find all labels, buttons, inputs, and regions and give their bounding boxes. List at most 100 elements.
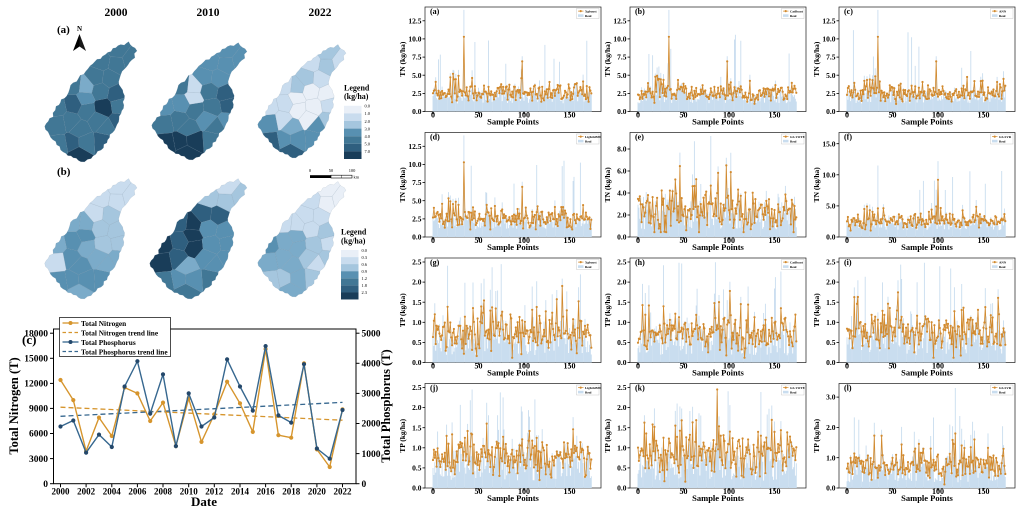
- svg-text:2.5: 2.5: [826, 258, 836, 267]
- svg-text:50: 50: [475, 487, 483, 496]
- svg-text:150: 150: [564, 111, 576, 120]
- svg-text:Legend: Legend: [341, 228, 367, 237]
- svg-text:GS-VOTE: GS-VOTE: [790, 135, 806, 139]
- svg-text:0.0: 0.0: [365, 104, 371, 109]
- svg-text:TP (kg/ha): TP (kg/ha): [812, 293, 821, 327]
- svg-text:3000: 3000: [362, 390, 381, 400]
- svg-text:150: 150: [769, 111, 781, 120]
- svg-text:100: 100: [518, 487, 530, 496]
- svg-text:150: 150: [769, 362, 781, 371]
- svg-text:Total Nitrogen: Total Nitrogen: [81, 319, 126, 328]
- svg-text:4.0: 4.0: [365, 134, 371, 139]
- svg-text:Sample Points: Sample Points: [901, 368, 953, 378]
- svg-text:Sample Points: Sample Points: [901, 117, 953, 127]
- svg-text:2.0: 2.0: [365, 119, 371, 124]
- svg-text:2.0: 2.0: [617, 278, 627, 287]
- svg-text:50: 50: [475, 236, 483, 245]
- svg-text:Real: Real: [999, 265, 1005, 269]
- svg-text:1.0: 1.0: [412, 443, 422, 452]
- svg-text:2.0: 2.0: [412, 403, 422, 412]
- svg-text:5.0: 5.0: [826, 71, 836, 80]
- svg-text:(a): (a): [430, 7, 440, 16]
- svg-text:2.5: 2.5: [412, 258, 422, 267]
- svg-text:1.0: 1.0: [412, 318, 422, 327]
- svg-text:0.0: 0.0: [412, 233, 422, 242]
- svg-text:(l): (l): [844, 384, 852, 393]
- svg-text:1.0: 1.0: [617, 443, 627, 452]
- svg-text:100: 100: [932, 111, 944, 120]
- svg-text:12.5: 12.5: [822, 16, 835, 25]
- svg-text:Total Phosphorus: Total Phosphorus: [81, 338, 136, 347]
- svg-text:Sample Points: Sample Points: [692, 242, 744, 252]
- svg-text:1.5: 1.5: [617, 423, 627, 432]
- svg-text:Real: Real: [585, 265, 591, 269]
- svg-text:1.2: 1.2: [362, 276, 368, 281]
- svg-text:100: 100: [518, 111, 530, 120]
- svg-text:0.0: 0.0: [617, 233, 627, 242]
- svg-text:50: 50: [329, 168, 334, 173]
- svg-text:ANN: ANN: [999, 260, 1007, 264]
- svg-text:Real: Real: [585, 14, 591, 18]
- svg-text:0.0: 0.0: [412, 484, 422, 493]
- svg-text:15000: 15000: [24, 355, 48, 365]
- svg-text:0: 0: [636, 487, 640, 496]
- svg-text:100: 100: [932, 236, 944, 245]
- svg-text:(e): (e): [635, 133, 644, 142]
- svg-text:8.0: 8.0: [617, 145, 627, 154]
- svg-text:50: 50: [475, 111, 483, 120]
- svg-text:10.0: 10.0: [613, 35, 626, 44]
- svg-text:7.0: 7.0: [365, 149, 371, 154]
- svg-text:150: 150: [769, 236, 781, 245]
- svg-text:GS-VOTE: GS-VOTE: [790, 386, 806, 390]
- svg-text:2.0: 2.0: [412, 278, 422, 287]
- svg-text:0.5: 0.5: [617, 338, 627, 347]
- svg-text:TP (kg/ha): TP (kg/ha): [398, 293, 407, 327]
- svg-text:2.5: 2.5: [826, 89, 836, 98]
- svg-text:Real: Real: [790, 14, 796, 18]
- svg-text:6000: 6000: [29, 430, 48, 440]
- svg-text:0.0: 0.0: [826, 107, 836, 116]
- svg-text:0: 0: [309, 168, 312, 173]
- svg-text:100: 100: [518, 236, 530, 245]
- svg-text:0.0: 0.0: [826, 358, 836, 367]
- svg-text:(b): (b): [635, 7, 645, 16]
- svg-text:2.5: 2.5: [617, 89, 627, 98]
- svg-text:0.0: 0.0: [826, 484, 836, 493]
- svg-text:Sample Points: Sample Points: [487, 493, 539, 503]
- svg-text:1.5: 1.5: [617, 298, 627, 307]
- svg-text:0.0: 0.0: [617, 358, 627, 367]
- svg-text:0: 0: [362, 480, 367, 490]
- svg-text:TN (kg/ha): TN (kg/ha): [812, 167, 821, 203]
- svg-text:0.5: 0.5: [412, 338, 422, 347]
- svg-text:0: 0: [431, 362, 435, 371]
- svg-text:(a): (a): [57, 24, 70, 36]
- svg-text:TN (kg/ha): TN (kg/ha): [603, 41, 612, 77]
- svg-text:2014: 2014: [231, 487, 250, 497]
- svg-text:1.5: 1.5: [826, 298, 836, 307]
- svg-text:7.5: 7.5: [826, 53, 836, 62]
- svg-text:2004: 2004: [103, 487, 122, 497]
- svg-text:2018: 2018: [282, 487, 301, 497]
- svg-text:(i): (i): [844, 258, 852, 267]
- svg-text:50: 50: [889, 362, 897, 371]
- svg-text:150: 150: [769, 487, 781, 496]
- svg-text:2.5: 2.5: [617, 258, 627, 267]
- svg-text:0: 0: [845, 111, 849, 120]
- svg-text:GS-SVR: GS-SVR: [999, 135, 1012, 139]
- svg-text:50: 50: [680, 487, 688, 496]
- svg-text:2000: 2000: [362, 420, 381, 430]
- svg-text:2006: 2006: [128, 487, 147, 497]
- svg-text:GS-SVR: GS-SVR: [999, 386, 1012, 390]
- svg-text:3.0: 3.0: [365, 126, 371, 131]
- svg-text:0.0: 0.0: [617, 107, 627, 116]
- svg-text:(h): (h): [635, 258, 645, 267]
- svg-text:TP (kg/ha): TP (kg/ha): [603, 418, 612, 452]
- svg-text:7.5: 7.5: [617, 53, 627, 62]
- svg-text:0.0: 0.0: [362, 248, 368, 253]
- svg-text:0.9: 0.9: [362, 269, 368, 274]
- svg-text:0.5: 0.5: [412, 464, 422, 473]
- svg-text:0.0: 0.0: [826, 233, 836, 242]
- svg-text:100: 100: [349, 168, 356, 173]
- svg-text:150: 150: [978, 362, 990, 371]
- svg-text:50: 50: [475, 362, 483, 371]
